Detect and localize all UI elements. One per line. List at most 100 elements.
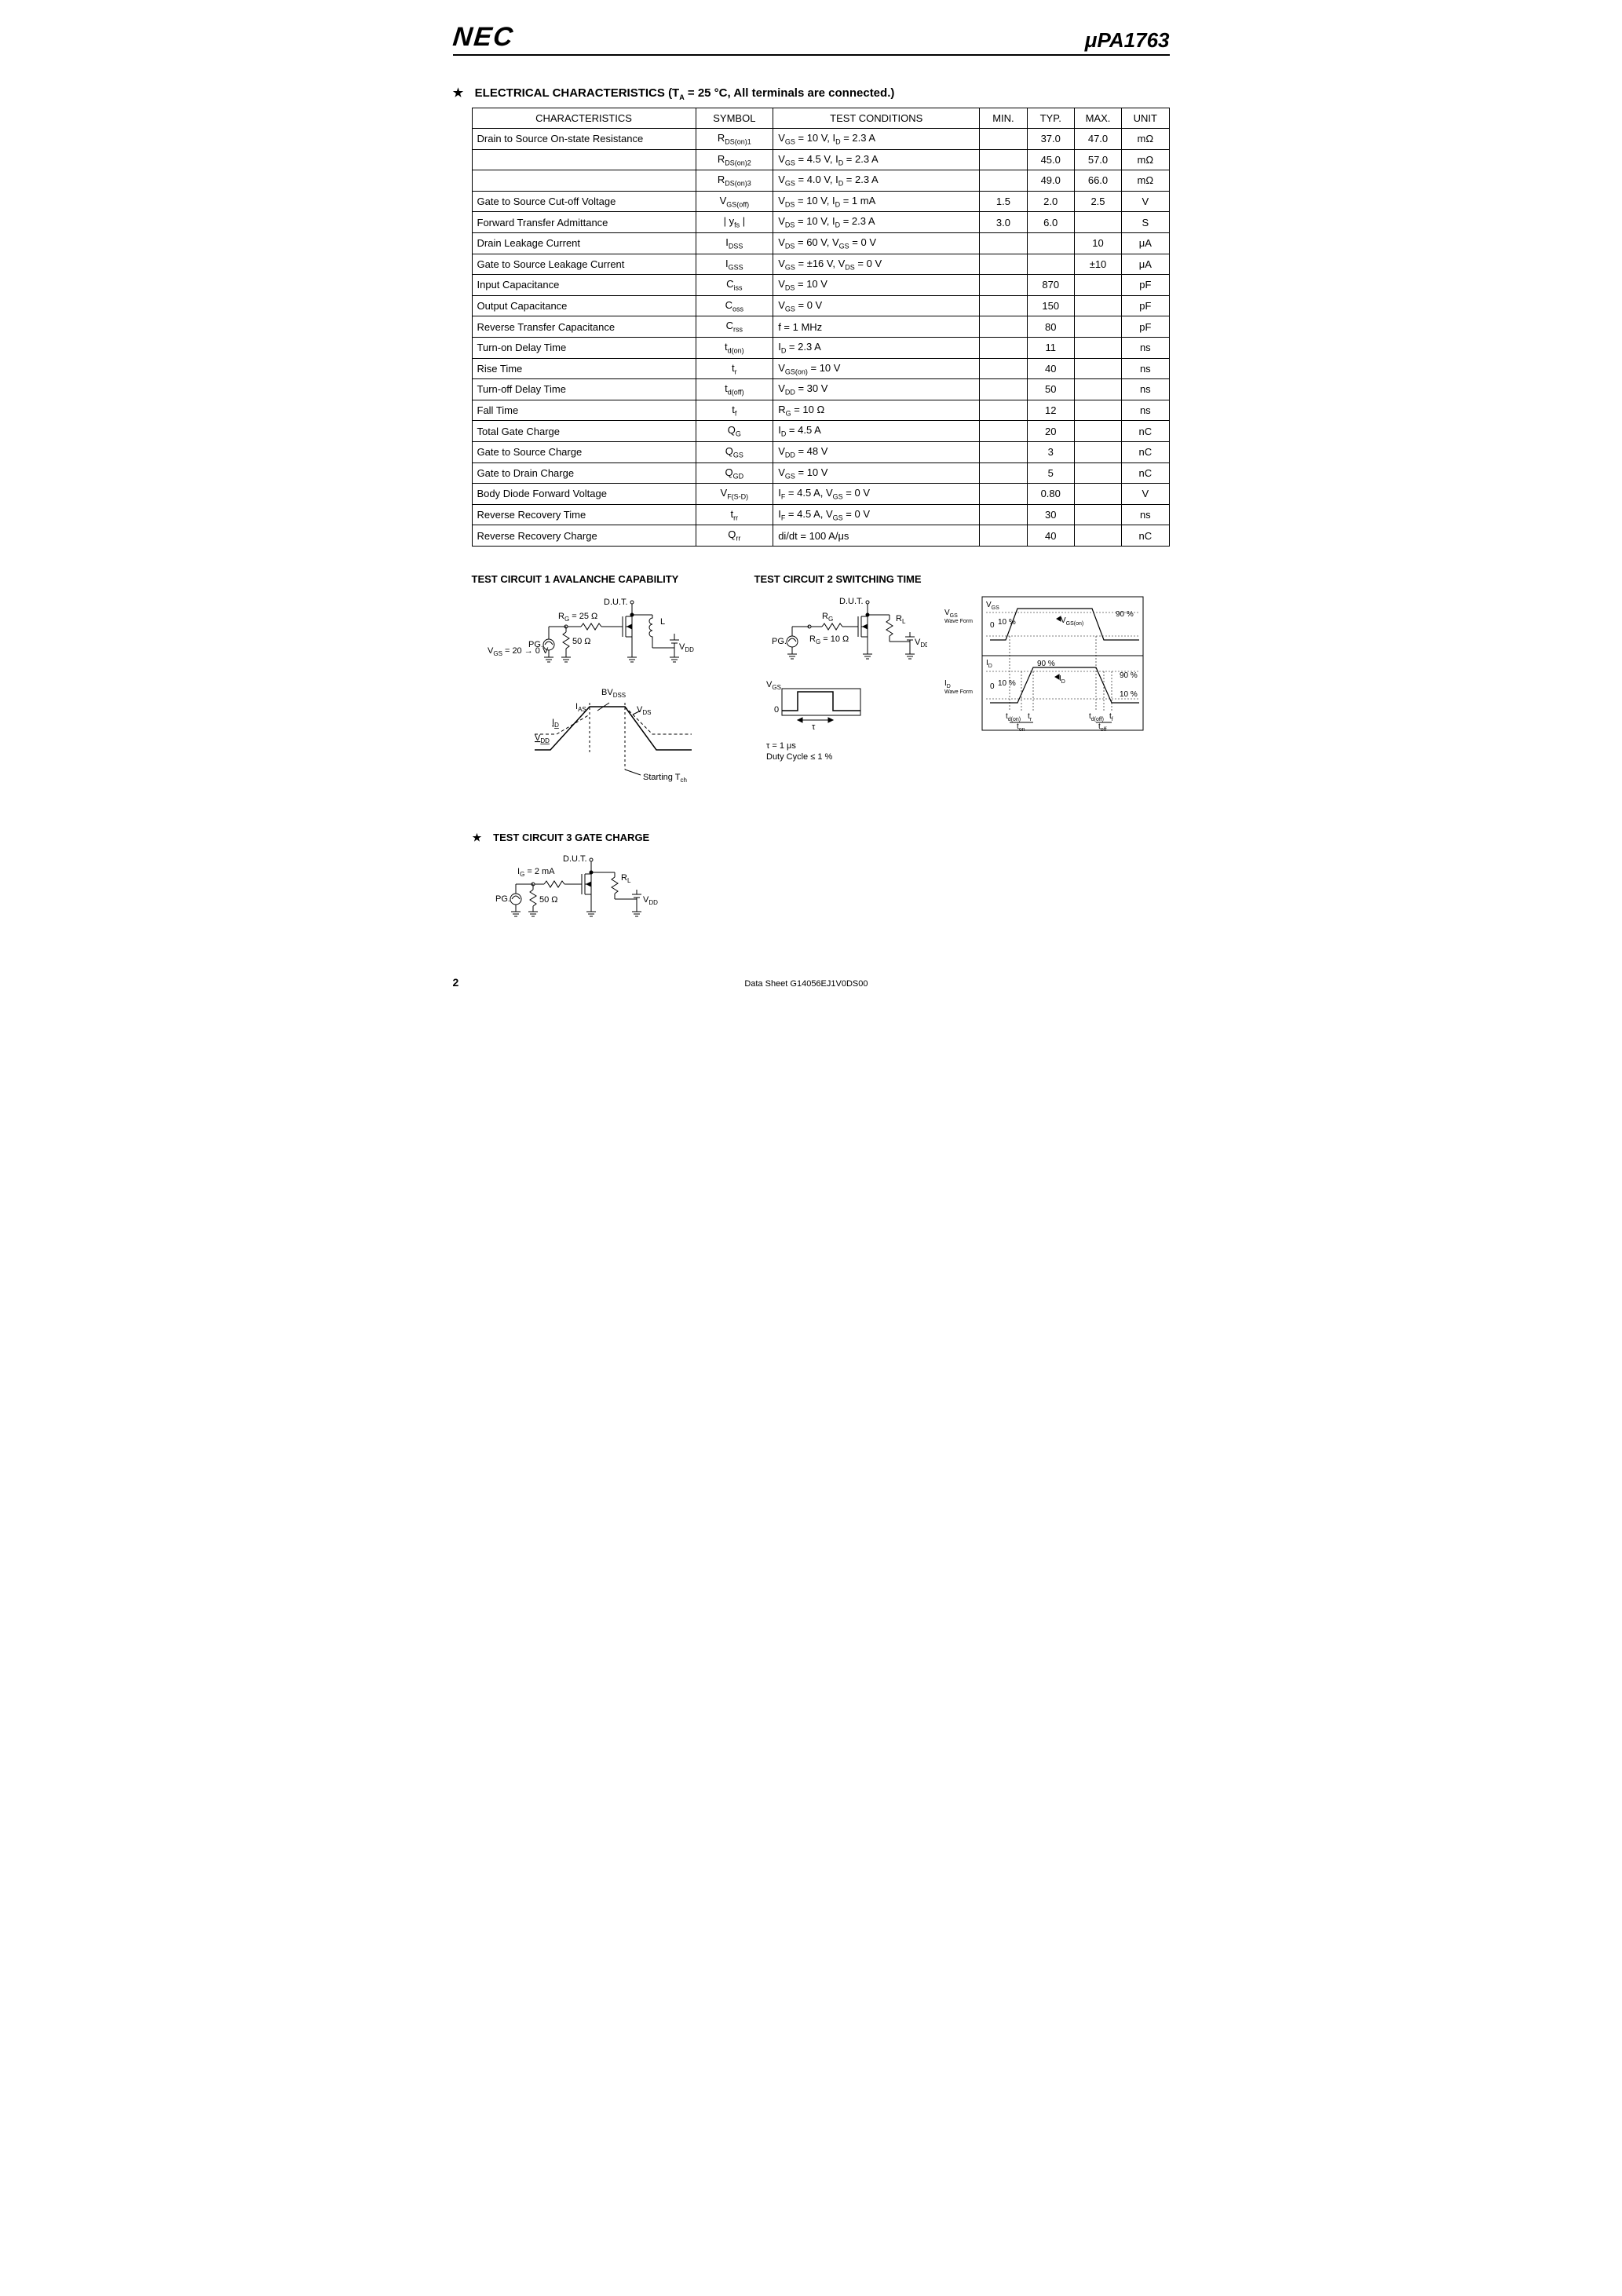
cell: f = 1 MHz: [773, 316, 980, 338]
cell: ±10: [1074, 254, 1121, 275]
table-row: Reverse Recovery ChargeQrrdi/dt = 100 A/…: [472, 525, 1169, 547]
cell: VGS = ±16 V, VDS = 0 V: [773, 254, 980, 275]
tc2-pg: PG.: [772, 637, 787, 646]
cell: [980, 170, 1027, 192]
cell: VGS = 10 V: [773, 462, 980, 484]
tc2-10b: 10 %: [998, 679, 1016, 688]
cell: S: [1122, 212, 1169, 233]
cell: 20: [1027, 421, 1074, 442]
cell: 0.80: [1027, 484, 1074, 505]
cell: QGD: [696, 462, 773, 484]
cell: di/dt = 100 A/μs: [773, 525, 980, 547]
table-row: Drain Leakage CurrentIDSSVDS = 60 V, VGS…: [472, 232, 1169, 254]
cell: VGS(off): [696, 191, 773, 212]
tc2-rl: RL: [896, 614, 906, 625]
cell: tr: [696, 358, 773, 379]
cell: [1027, 232, 1074, 254]
table-row: Forward Transfer Admittance| yfs |VDS = …: [472, 212, 1169, 233]
cell: Coss: [696, 295, 773, 316]
cell: [980, 379, 1027, 400]
cell: Total Gate Charge: [472, 421, 696, 442]
th-char: CHARACTERISTICS: [472, 108, 696, 129]
cell: VGS = 4.5 V, ID = 2.3 A: [773, 149, 980, 170]
tc2-90c: 90 %: [1120, 671, 1138, 680]
title-rest: = 25 °C, All terminals are connected.): [685, 86, 895, 100]
cell: pF: [1122, 275, 1169, 296]
cell: IGSS: [696, 254, 773, 275]
cell: [980, 525, 1027, 547]
cell: 66.0: [1074, 170, 1121, 192]
cell: V: [1122, 191, 1169, 212]
cell: [1074, 316, 1121, 338]
cell: [980, 484, 1027, 505]
cell: Body Diode Forward Voltage: [472, 484, 696, 505]
tc2-rg-val: RG = 10 Ω: [809, 634, 849, 645]
cell: [980, 462, 1027, 484]
tc2-90a: 90 %: [1116, 610, 1134, 619]
cell: [980, 129, 1027, 150]
tc2-ton: ton: [1017, 722, 1025, 733]
tc2-10c: 10 %: [1120, 690, 1138, 699]
cell: Drain to Source On-state Resistance: [472, 129, 696, 150]
th-sym: SYMBOL: [696, 108, 773, 129]
tc2-vgson: VGS(on): [1061, 616, 1083, 627]
tc2-left-id: ID: [944, 679, 951, 689]
cell: mΩ: [1122, 170, 1169, 192]
cell: [980, 504, 1027, 525]
cell: 40: [1027, 358, 1074, 379]
cell: V: [1122, 484, 1169, 505]
tc2-left-svg: D.U.T.: [754, 593, 927, 789]
th-cond: TEST CONDITIONS: [773, 108, 980, 129]
tc3-ig: IG = 2 mA: [517, 867, 555, 878]
cell: [1074, 337, 1121, 358]
cell: Crss: [696, 316, 773, 338]
cell: IF = 4.5 A, VGS = 0 V: [773, 504, 980, 525]
cell: 45.0: [1027, 149, 1074, 170]
cell: RG = 10 Ω: [773, 400, 980, 421]
cell: 40: [1027, 525, 1074, 547]
cell: 870: [1027, 275, 1074, 296]
cell: RDS(on)1: [696, 129, 773, 150]
title-main: ELECTRICAL CHARACTERISTICS (T: [475, 86, 680, 100]
cell: [1074, 295, 1121, 316]
cell: QG: [696, 421, 773, 442]
cell: ns: [1122, 379, 1169, 400]
tc2-wf-vgs: VGS: [986, 601, 999, 611]
cell: Forward Transfer Admittance: [472, 212, 696, 233]
tc1-vdd: VDD: [679, 642, 694, 653]
cell: 5: [1027, 462, 1074, 484]
footer: 2 Data Sheet G14056EJ1V0DS00: [453, 976, 1170, 989]
table-row: Output CapacitanceCossVGS = 0 V150pF: [472, 295, 1169, 316]
cell: pF: [1122, 295, 1169, 316]
table-row: Reverse Transfer CapacitanceCrssf = 1 MH…: [472, 316, 1169, 338]
tc3-rl: RL: [621, 873, 631, 884]
cell: VDD = 30 V: [773, 379, 980, 400]
cell: 57.0: [1074, 149, 1121, 170]
table-row: Rise TimetrVGS(on) = 10 V40ns: [472, 358, 1169, 379]
cell: VDD = 48 V: [773, 441, 980, 462]
cell: 37.0: [1027, 129, 1074, 150]
cell: [1074, 504, 1121, 525]
cell: Ciss: [696, 275, 773, 296]
star-icon-2: ★: [472, 832, 483, 844]
tc2-tdoff: td(off): [1089, 712, 1104, 722]
cell: VGS = 10 V, ID = 2.3 A: [773, 129, 980, 150]
tc3-pg: PG.: [495, 894, 510, 904]
cell: nC: [1122, 441, 1169, 462]
cell: [1074, 525, 1121, 547]
cell: [1027, 254, 1074, 275]
table-row: RDS(on)2VGS = 4.5 V, ID = 2.3 A45.057.0m…: [472, 149, 1169, 170]
tc2-tdon: td(on): [1006, 712, 1021, 722]
cell: [472, 170, 696, 192]
cell: 2.0: [1027, 191, 1074, 212]
cell: 1.5: [980, 191, 1027, 212]
tc2-90b: 90 %: [1037, 660, 1055, 668]
cell: Gate to Source Charge: [472, 441, 696, 462]
cell: μA: [1122, 254, 1169, 275]
cell: Turn-off Delay Time: [472, 379, 696, 400]
tc1-start: Starting Tch: [643, 773, 687, 784]
cell: [980, 400, 1027, 421]
cell: trr: [696, 504, 773, 525]
tc1-vdd2: VDD: [535, 733, 550, 744]
cell: [980, 316, 1027, 338]
